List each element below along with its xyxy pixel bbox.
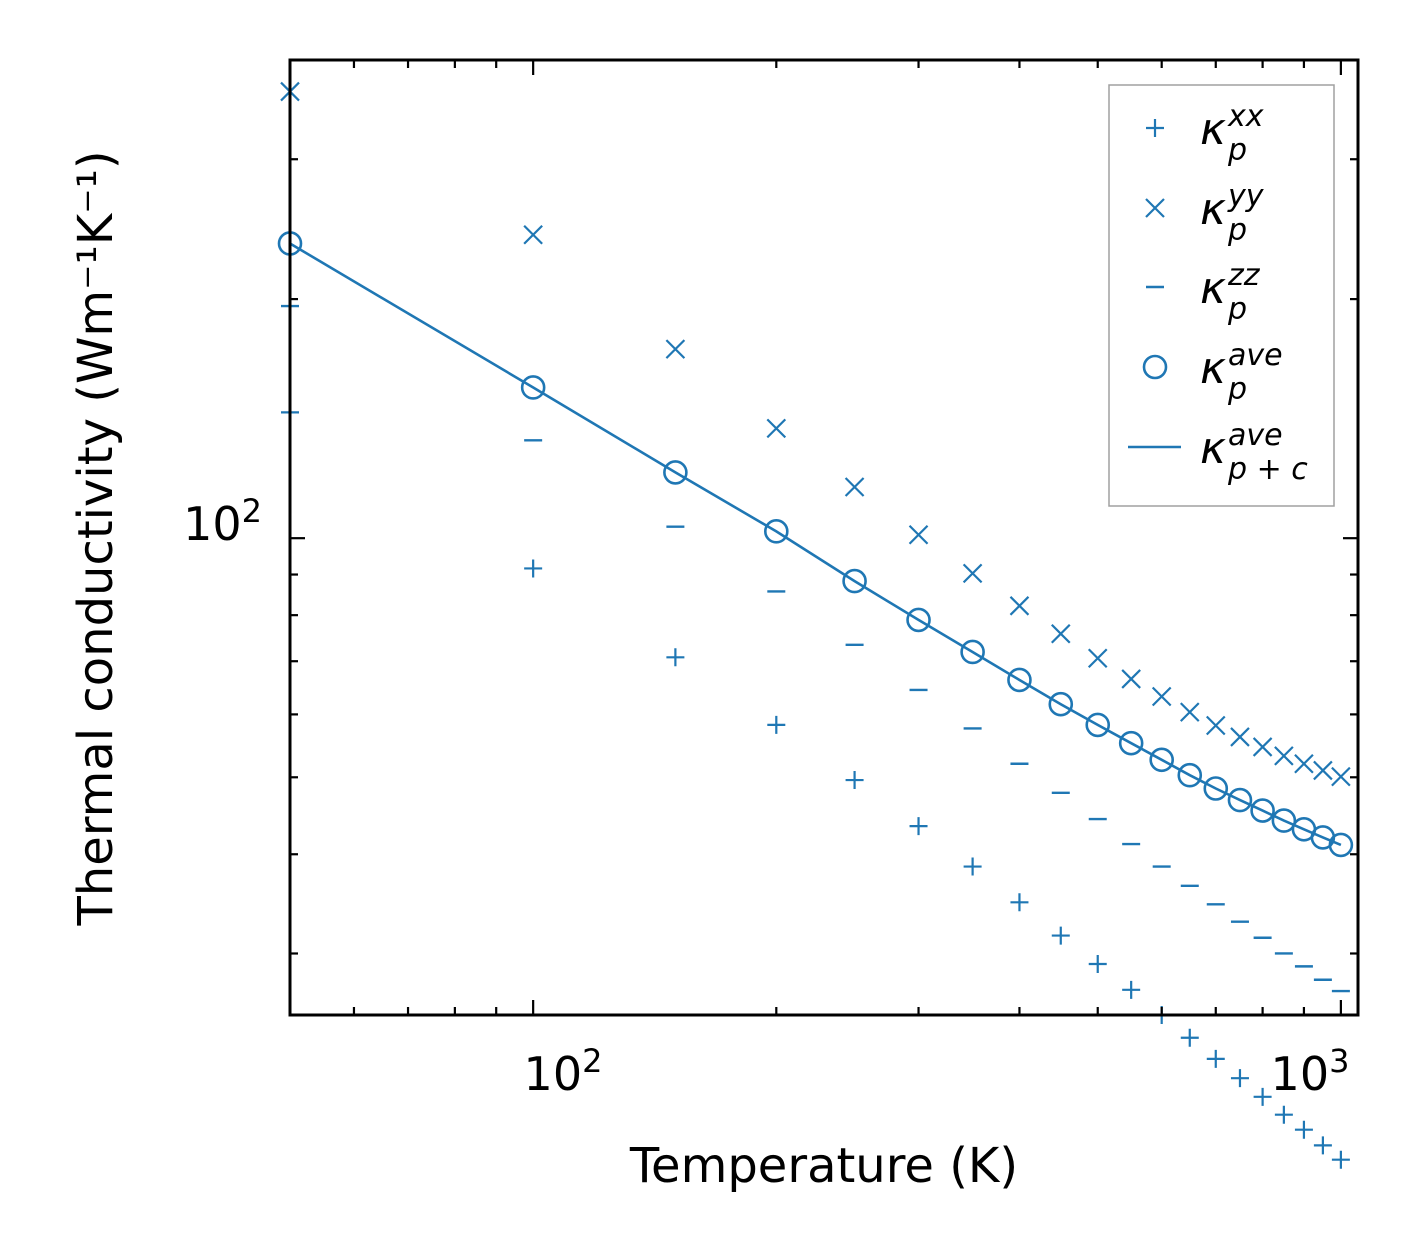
data-point: [963, 857, 982, 876]
data-point: [1122, 980, 1141, 999]
legend-symbol: [1142, 354, 1168, 380]
legend-labels: κxx p κyy p κzz p κave p κave p + c: [1200, 99, 1308, 487]
data-point: [1180, 1028, 1199, 1047]
legend-frame: [1108, 84, 1335, 507]
data-point: [1205, 715, 1226, 736]
data-point: [1179, 702, 1200, 722]
legend-label: κyy p: [1200, 179, 1265, 248]
series-kappa_p^yy: [280, 81, 1351, 787]
data-point: [906, 607, 931, 633]
data-point: [663, 460, 688, 485]
data-point: [1230, 727, 1250, 747]
data-point: [1271, 808, 1297, 833]
y-axis-label: Thermal conductivity (Wm⁻¹K⁻¹): [68, 150, 124, 926]
data-point: [1274, 746, 1294, 766]
data-point: [1007, 667, 1032, 693]
data-point: [1050, 623, 1071, 644]
x-tick-label: 103: [1271, 1042, 1350, 1101]
data-point: [1088, 954, 1107, 973]
data-point: [1087, 648, 1108, 669]
data-point: [1331, 766, 1351, 787]
legend-label: κave p: [1200, 338, 1283, 407]
data-point: [1010, 893, 1029, 912]
data-point: [1313, 1136, 1332, 1155]
series-kappa_p^ave: [277, 231, 1354, 858]
data-point: [960, 639, 985, 665]
data-point: [1328, 832, 1354, 858]
data-point: [1230, 1069, 1249, 1088]
x-tick-labels: 102 103: [524, 1042, 1350, 1101]
legend-symbol: [1146, 119, 1164, 137]
legend-symbol: [1145, 198, 1165, 218]
data-point: [1250, 798, 1275, 823]
data-point: [1151, 686, 1172, 707]
series-line: [289, 242, 1342, 847]
data-point: [1009, 596, 1030, 616]
data-point: [524, 559, 543, 578]
data-point: [1149, 747, 1174, 773]
series-kappa_p^zz: [281, 304, 1350, 993]
legend-symbols: [1128, 119, 1181, 449]
y-tick-label: 102: [183, 492, 262, 551]
data-point: [523, 224, 543, 245]
data-point: [764, 519, 789, 544]
data-point: [766, 418, 787, 439]
data-point: [1294, 1120, 1313, 1139]
legend: κxx p κyy p κzz p κave p κave p + c: [1108, 84, 1335, 507]
data-point: [1274, 1105, 1293, 1124]
x-tick-label: 102: [524, 1042, 603, 1101]
data-point: [844, 477, 865, 497]
data-point: [1121, 669, 1141, 689]
data-point: [1177, 762, 1203, 788]
data-point: [1118, 730, 1144, 756]
data-point: [1313, 760, 1333, 781]
data-point: [1206, 1049, 1225, 1068]
plot-frame: [288, 58, 1360, 1017]
data-point: [665, 339, 686, 359]
series-kappa_p+c^ave: [289, 242, 1342, 847]
legend-label: κzz p: [1200, 258, 1261, 327]
data-point: [1227, 787, 1253, 813]
data-point: [1203, 776, 1229, 801]
y-tick-labels: 102: [183, 492, 262, 551]
data-point: [1253, 1087, 1272, 1106]
data-point: [1048, 691, 1074, 717]
legend-label: κave p + c: [1200, 418, 1308, 487]
data-point: [666, 648, 685, 667]
data-point: [842, 568, 867, 594]
data-point: [1051, 926, 1070, 945]
data-point: [767, 715, 786, 734]
data-point: [962, 563, 983, 584]
data-point: [1252, 737, 1273, 757]
data-point: [520, 375, 546, 400]
x-axis-label: Temperature (K): [629, 1138, 1018, 1194]
data-point: [845, 771, 864, 790]
legend-label: κxx p: [1200, 99, 1264, 168]
data-point: [908, 524, 929, 545]
data-point: [1294, 753, 1314, 774]
data-point: [909, 817, 928, 836]
data-point: [1085, 712, 1111, 738]
data-point: [1331, 1150, 1350, 1169]
